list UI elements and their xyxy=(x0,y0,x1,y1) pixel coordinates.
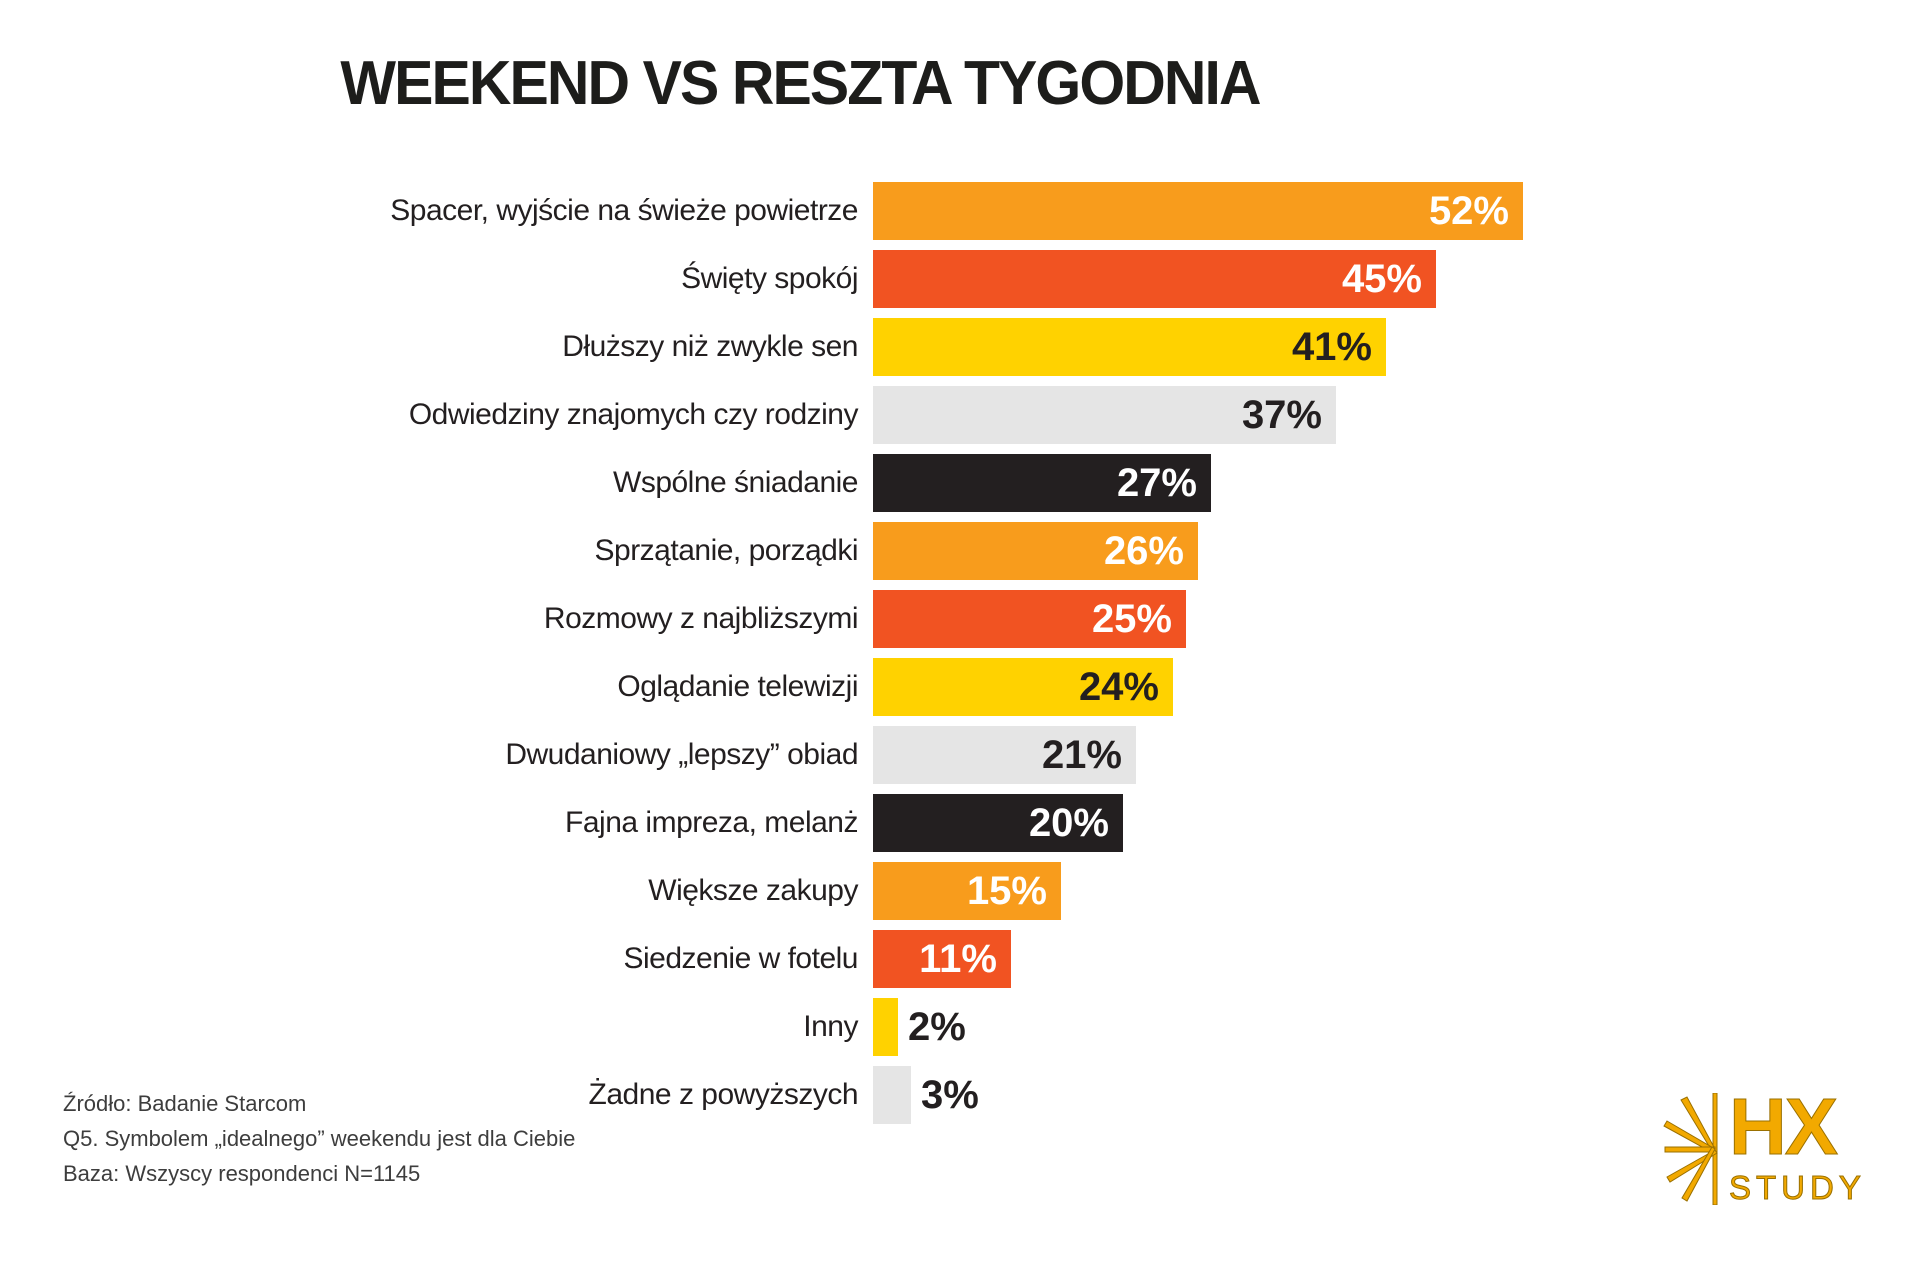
bar: 15% xyxy=(873,862,1061,920)
value-label: 25% xyxy=(1091,597,1172,641)
category-label: Dwudaniowy „lepszy” obiad xyxy=(505,738,858,771)
bar-track: 26% xyxy=(873,522,1198,580)
value-label: 26% xyxy=(1103,529,1184,573)
bar-row: Większe zakupy 15% xyxy=(0,862,1523,920)
bar-track: 2% xyxy=(873,998,966,1056)
value-label: 24% xyxy=(1078,665,1159,709)
logo-text: HX STUDY xyxy=(1729,1082,1866,1207)
bar-row: Rozmowy z najbliższymi 25% xyxy=(0,590,1523,648)
bar-track: 25% xyxy=(873,590,1186,648)
bar-row: Sprzątanie, porządki 26% xyxy=(0,522,1523,580)
category-label: Większe zakupy xyxy=(648,874,858,907)
category-label: Siedzenie w fotelu xyxy=(623,942,859,975)
question-line: Q5. Symbolem „idealnego” weekendu jest d… xyxy=(63,1126,576,1151)
category-label: Odwiedziny znajomych czy rodziny xyxy=(408,398,859,431)
bar-track: 20% xyxy=(873,794,1123,852)
bar xyxy=(873,998,898,1056)
category-label: Fajna impreza, melanż xyxy=(565,806,858,839)
base-line: Baza: Wszyscy respondenci N=1145 xyxy=(63,1161,421,1186)
value-label: 20% xyxy=(1028,801,1109,845)
bar: 45% xyxy=(873,250,1436,308)
value-label: 37% xyxy=(1241,393,1322,437)
bar-track: 21% xyxy=(873,726,1136,784)
bar: 24% xyxy=(873,658,1173,716)
category-label: Sprzątanie, porządki xyxy=(594,534,859,567)
category-label: Spacer, wyjście na świeże powietrze xyxy=(390,194,858,227)
category-label: Oglądanie telewizji xyxy=(617,670,858,703)
bar-row: Święty spokój 45% xyxy=(0,250,1523,308)
value-label: 11% xyxy=(919,937,997,981)
bar-track: 27% xyxy=(873,454,1211,512)
category-label: Inny xyxy=(803,1010,858,1043)
bar-row: Dwudaniowy „lepszy” obiad 21% xyxy=(0,726,1523,784)
bar-track: 15% xyxy=(873,862,1061,920)
value-label: 45% xyxy=(1341,257,1422,301)
bar: 20% xyxy=(873,794,1123,852)
value-label: 3% xyxy=(921,1073,979,1117)
bar-row: Wspólne śniadanie 27% xyxy=(0,454,1523,512)
bar: 52% xyxy=(873,182,1523,240)
bar: 27% xyxy=(873,454,1211,512)
bar-row: Spacer, wyjście na świeże powietrze 52% xyxy=(0,182,1523,240)
bar-row: Oglądanie telewizji 24% xyxy=(0,658,1523,716)
category-label: Święty spokój xyxy=(681,262,858,295)
starburst-icon xyxy=(1663,1093,1718,1205)
value-label: 27% xyxy=(1116,461,1197,505)
value-label: 2% xyxy=(908,1005,966,1049)
category-label: Żadne z powyższych xyxy=(588,1078,859,1111)
bar: 25% xyxy=(873,590,1186,648)
bar: 21% xyxy=(873,726,1136,784)
value-label: 41% xyxy=(1291,325,1372,369)
bar-row: Odwiedziny znajomych czy rodziny 37% xyxy=(0,386,1523,444)
source-notes: Źródło: Badanie Starcom Q5. Symbolem „id… xyxy=(63,1086,575,1191)
bar: 37% xyxy=(873,386,1336,444)
bar-track: 41% xyxy=(873,318,1386,376)
category-label: Wspólne śniadanie xyxy=(613,466,859,499)
value-label: 52% xyxy=(1428,189,1509,233)
bar-row: Inny 2% xyxy=(0,998,1523,1056)
bar: 26% xyxy=(873,522,1198,580)
bar-track: 52% xyxy=(873,182,1523,240)
hx-study-logo: HX STUDY xyxy=(1663,1082,1866,1207)
bar: 11% xyxy=(873,930,1011,988)
logo-main-text: HX xyxy=(1729,1082,1839,1171)
bar-track: 11% xyxy=(873,930,1011,988)
bar-chart: Spacer, wyjście na świeże powietrze 52% … xyxy=(0,182,1523,1134)
bar-row: Dłuższy niż zwykle sen 41% xyxy=(0,318,1523,376)
bar-track: 3% xyxy=(873,1066,979,1124)
category-label: Dłuższy niż zwykle sen xyxy=(562,330,858,363)
bar-track: 45% xyxy=(873,250,1436,308)
bar: 41% xyxy=(873,318,1386,376)
bar xyxy=(873,1066,911,1124)
category-label: Rozmowy z najbliższymi xyxy=(543,602,859,635)
value-label: 15% xyxy=(966,869,1047,913)
bar-row: Siedzenie w fotelu 11% xyxy=(0,930,1523,988)
value-label: 21% xyxy=(1041,733,1122,777)
bar-track: 24% xyxy=(873,658,1173,716)
source-line: Źródło: Badanie Starcom xyxy=(63,1091,307,1116)
chart-title: WEEKEND VS RESZTA TYGODNIA xyxy=(340,49,1261,118)
bar-row: Fajna impreza, melanż 20% xyxy=(0,794,1523,852)
bar-track: 37% xyxy=(873,386,1336,444)
bar-row: Żadne z powyższych 3% xyxy=(0,1066,1523,1124)
logo-sub-text: STUDY xyxy=(1729,1169,1866,1207)
